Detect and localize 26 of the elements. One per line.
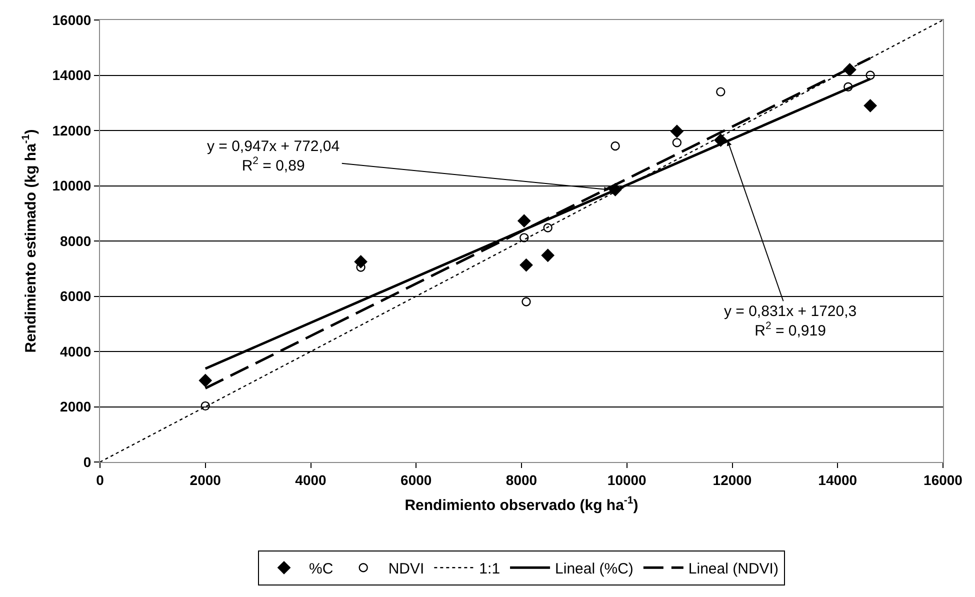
annotation: y = 0,947x + 772,04 R$^{2}$ = 0,89: [207, 138, 340, 174]
y-tick-label: 8000: [60, 232, 92, 249]
y-tick-label: 16000: [52, 12, 92, 28]
legend-label: Lineal (NDVI): [688, 560, 778, 578]
y-tick-label: 12000: [52, 122, 92, 138]
x-tick-label: 8000: [506, 472, 538, 488]
y-tick-label: 6000: [60, 288, 92, 304]
x-tick-label: 6000: [400, 472, 432, 488]
legend-label: Lineal (%C): [555, 560, 634, 578]
x-tick-label: 10000: [607, 472, 647, 488]
x-tick-label: 16000: [924, 472, 963, 488]
legend-label: NDVI: [388, 560, 424, 578]
legend-label: %C: [309, 560, 334, 578]
x-tick-label: 12000: [712, 472, 752, 488]
x-axis-title: Rendimiento observado (kg ha$^{-1}$): [404, 494, 638, 514]
x-tick-label: 2000: [190, 472, 222, 488]
y-tick-label: 0: [83, 454, 92, 470]
y-tick-label: 4000: [60, 343, 92, 360]
legend-label: 1:1: [479, 560, 500, 578]
y-tick-label: 2000: [60, 398, 92, 415]
y-tick-label: 14000: [52, 67, 92, 84]
y-tick-label: 10000: [52, 178, 92, 194]
x-tick-label: 0: [96, 472, 104, 488]
x-tick-label: 4000: [295, 472, 327, 488]
x-tick-label: 14000: [818, 472, 858, 488]
annotation: y = 0,831x + 1720,3 R$^{2}$ = 0,919: [724, 303, 857, 340]
